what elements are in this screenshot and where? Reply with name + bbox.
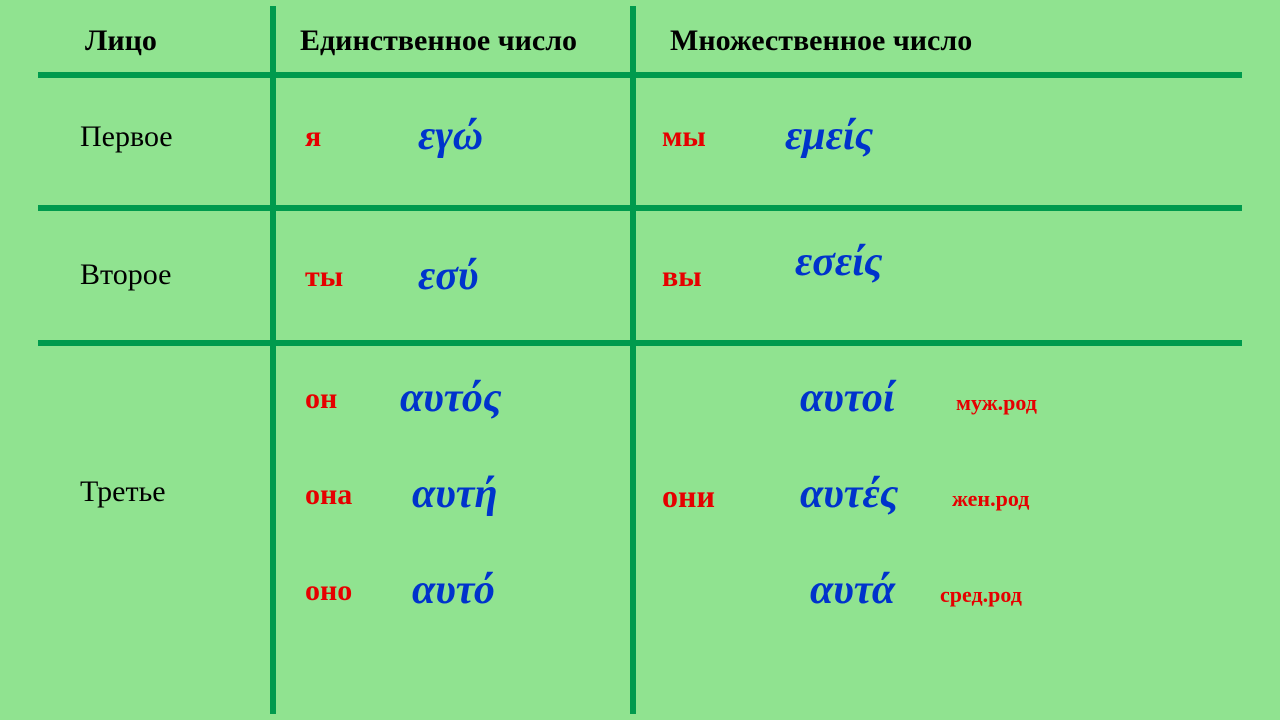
ru-ona: она [305, 478, 352, 512]
ru-my: мы [662, 120, 706, 154]
hline-1 [38, 72, 1242, 78]
hline-3 [38, 340, 1242, 346]
row-second: Второе [80, 258, 171, 292]
ru-oni: они [662, 478, 715, 515]
gr-auta: αυτά [810, 566, 895, 614]
gr-autos: αυτός [400, 374, 502, 422]
gr-emeis: εμείς [785, 112, 873, 160]
gender-f: жен.род [952, 486, 1029, 512]
gr-esy: εσύ [418, 252, 478, 300]
vline-2 [630, 6, 636, 714]
ru-ono: оно [305, 574, 352, 608]
row-third: Третье [80, 475, 166, 509]
gender-m: муж.род [956, 390, 1037, 416]
gender-n: сред.род [940, 582, 1022, 608]
gr-eseis: εσείς [795, 238, 883, 286]
header-plural: Множественное число [670, 24, 972, 58]
ru-ty: ты [305, 260, 343, 294]
gr-auto: αυτό [412, 566, 495, 614]
header-singular: Единственное число [300, 24, 577, 58]
row-first: Первое [80, 120, 173, 154]
ru-ya: я [305, 120, 321, 154]
header-person: Лицо [85, 24, 157, 58]
gr-ego: εγώ [418, 112, 483, 160]
ru-vy: вы [662, 260, 702, 294]
hline-2 [38, 205, 1242, 211]
gr-autes: αυτές [800, 470, 898, 518]
vline-1 [270, 6, 276, 714]
ru-on: он [305, 382, 337, 416]
gr-autoi: αυτοί [800, 374, 895, 422]
gr-auti: αυτή [412, 470, 498, 518]
